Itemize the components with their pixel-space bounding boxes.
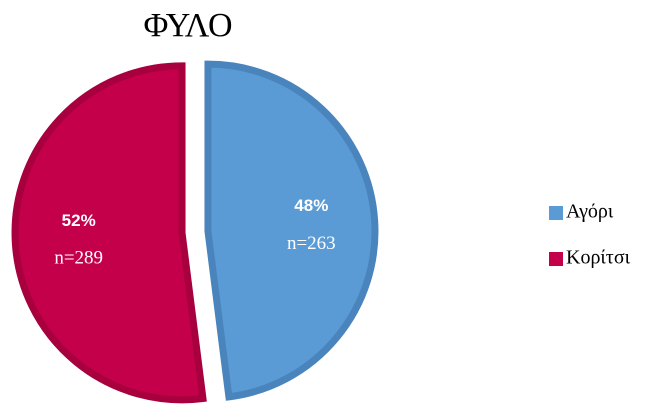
percent-label: 52% [62,211,96,230]
count-label: n=263 [287,233,336,254]
legend-label: Αγόρι [566,201,614,223]
chart-title: ΦΥΛΟ [143,7,232,44]
count-label: n=289 [54,248,103,269]
pie-slice [11,62,207,404]
legend-label: Κορίτσι [566,247,631,269]
legend-swatch [549,252,563,266]
pie-slice [204,60,379,401]
legend-swatch [549,206,563,220]
percent-label: 48% [294,196,328,215]
